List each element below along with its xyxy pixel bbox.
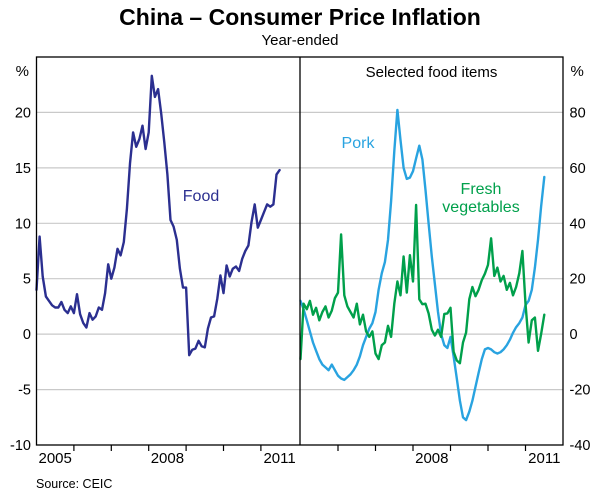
pork-line (299, 108, 546, 422)
chart-title: China – Consumer Price Inflation (119, 4, 481, 30)
y-tick-label-right-60: 60 (570, 161, 586, 177)
source-note: Source: CEIC (36, 477, 113, 491)
x-tick-label-2005: 2005 (39, 450, 72, 467)
y-axis-unit-left: % (16, 63, 29, 80)
y-tick-label-right-40: 40 (570, 216, 586, 232)
y-axis-unit-right: % (571, 63, 584, 80)
food-label: Food (183, 188, 219, 205)
y-tick-label-left-10: 10 (15, 216, 31, 232)
y-tick-label-left-15: 15 (15, 161, 31, 177)
y-tick-label-right-0: 0 (570, 327, 578, 343)
y-tick-label-left--10: -10 (10, 438, 31, 454)
x-tick-label-2011: 2011 (528, 450, 560, 467)
y-tick-label-right--20: -20 (570, 383, 591, 399)
fresh-vegetables-line (299, 203, 546, 365)
y-tick-label-left-5: 5 (23, 272, 31, 288)
chart-subtitle: Year-ended (261, 32, 339, 49)
fresh-veg-label-line2: vegetables (442, 199, 519, 216)
pork-label: Pork (342, 135, 376, 152)
fresh-veg-label-line1: Fresh (461, 181, 502, 198)
y-tick-label-right--40: -40 (570, 438, 591, 454)
y-tick-label-right-80: 80 (570, 105, 586, 121)
y-tick-label-left-20: 20 (15, 105, 31, 121)
y-tick-label-left--5: -5 (18, 383, 31, 399)
y-tick-label-left-0: 0 (23, 327, 31, 343)
y-tick-label-right-20: 20 (570, 272, 586, 288)
x-tick-label-2008: 2008 (151, 450, 184, 467)
panel-title: Selected food items (366, 64, 498, 81)
x-tick-label-2008: 2008 (415, 450, 448, 467)
x-tick-label-2011: 2011 (263, 450, 295, 467)
food-line (35, 74, 281, 357)
